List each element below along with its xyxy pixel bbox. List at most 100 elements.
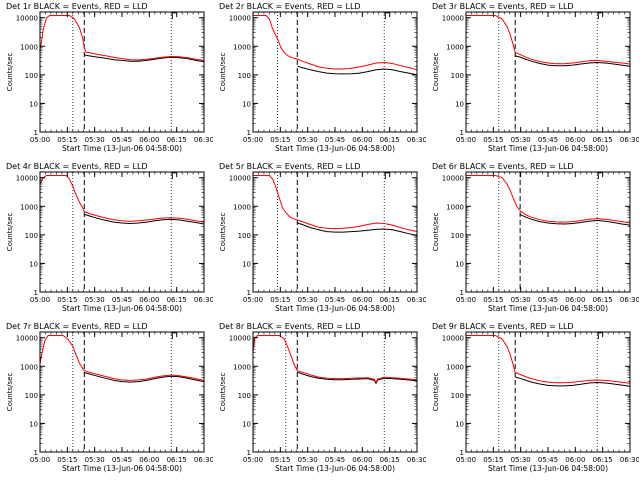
x-tick-label: 05:15	[483, 456, 503, 464]
y-tick-label: 1	[247, 289, 251, 297]
panel-marker: Γ	[171, 332, 176, 342]
y-tick-label: 100	[25, 392, 38, 400]
plot-panel-det-6r: Det 6r BLACK = Events, RED = LLD Γ 1 10 100 1…	[426, 160, 640, 320]
y-tick-label: 10	[455, 100, 464, 108]
x-tick-label: 06:00	[352, 456, 372, 464]
x-axis-label: Start Time (13-Jun-06 04:58:00)	[275, 464, 395, 473]
chart-det-9r: Det 9r BLACK = Events, RED = LLD Γ 1 10 100 1…	[432, 322, 640, 473]
x-tick-label: 05:00	[456, 296, 476, 304]
x-tick-label: 05:30	[511, 136, 531, 144]
x-tick-label: 06:15	[593, 456, 613, 464]
y-tick-label: 1000	[20, 203, 38, 211]
y-tick-label: 1	[460, 289, 464, 297]
x-tick-label: 05:00	[243, 136, 263, 144]
x-tick-label: 06:15	[167, 136, 187, 144]
x-tick-label: 05:30	[85, 136, 105, 144]
y-tick-label: 1000	[20, 363, 38, 371]
series-line-lld	[253, 15, 417, 71]
series-line-events	[297, 222, 417, 236]
chart-det-7r: Det 7r BLACK = Events, RED = LLD Γ 1 10 100 1…	[6, 322, 214, 473]
x-tick-label: 05:30	[298, 456, 318, 464]
x-axis-label: Start Time (13-Jun-06 04:58:00)	[62, 304, 182, 313]
x-tick-label: 06:30	[620, 136, 639, 144]
y-tick-label: 10	[242, 260, 251, 268]
y-axis-label: Counts/sec	[6, 373, 14, 412]
y-axis-label: Counts/sec	[219, 213, 227, 252]
x-tick-label: 05:30	[511, 456, 531, 464]
plot-panel-det-2r: Det 2r BLACK = Events, RED = LLD Γ 1 10 100 1…	[213, 0, 427, 160]
x-tick-label: 06:00	[352, 136, 372, 144]
chart-title: Det 9r BLACK = Events, RED = LLD	[432, 322, 574, 331]
y-tick-label: 10	[29, 100, 38, 108]
y-tick-label: 100	[451, 232, 464, 240]
y-tick-label: 1000	[20, 43, 38, 51]
plot-panel-det-4r: Det 4r BLACK = Events, RED = LLD Γ 1 10 100 1…	[0, 160, 214, 320]
series-line-lld	[253, 335, 417, 384]
y-tick-label: 1	[247, 129, 251, 137]
x-tick-label: 05:45	[325, 456, 345, 464]
y-tick-label: 10000	[442, 335, 464, 343]
y-axis-label: Counts/sec	[6, 213, 14, 252]
x-tick-label: 06:30	[407, 296, 426, 304]
x-tick-label: 05:45	[538, 296, 558, 304]
series-line-lld	[466, 335, 630, 384]
chart-det-3r: Det 3r BLACK = Events, RED = LLD Γ 1 10 100 1…	[432, 2, 640, 153]
x-axis-label: Start Time (13-Jun-06 04:58:00)	[275, 304, 395, 313]
panel-marker: Γ	[384, 332, 389, 342]
y-tick-label: 10	[29, 260, 38, 268]
plot-panel-det-7r: Det 7r BLACK = Events, RED = LLD Γ 1 10 100 1…	[0, 320, 214, 480]
chart-det-4r: Det 4r BLACK = Events, RED = LLD Γ 1 10 100 1…	[6, 162, 214, 313]
y-axis-label: Counts/sec	[432, 213, 440, 252]
x-tick-label: 05:45	[325, 136, 345, 144]
y-axis-label: Counts/sec	[432, 373, 440, 412]
panel-marker: Γ	[171, 172, 176, 182]
chart-title: Det 1r BLACK = Events, RED = LLD	[6, 2, 148, 11]
x-tick-label: 05:30	[511, 296, 531, 304]
series-line-lld	[40, 175, 204, 223]
y-tick-label: 1	[460, 449, 464, 457]
x-tick-label: 05:15	[270, 456, 290, 464]
series-line-events	[84, 372, 204, 383]
y-tick-label: 10	[455, 260, 464, 268]
x-tick-label: 05:00	[456, 136, 476, 144]
x-tick-label: 06:15	[380, 296, 400, 304]
x-tick-label: 06:30	[407, 136, 426, 144]
y-tick-label: 10000	[442, 175, 464, 183]
chart-det-1r: Det 1r BLACK = Events, RED = LLD Γ 1 10 100 1…	[6, 2, 214, 153]
y-axis-label: Counts/sec	[432, 53, 440, 92]
x-tick-label: 06:15	[380, 136, 400, 144]
y-tick-label: 100	[238, 232, 251, 240]
x-axis-label: Start Time (13-Jun-06 04:58:00)	[62, 144, 182, 153]
x-tick-label: 05:15	[57, 296, 77, 304]
y-axis-label: Counts/sec	[6, 53, 14, 92]
x-tick-label: 05:30	[85, 296, 105, 304]
x-tick-label: 06:15	[167, 296, 187, 304]
x-tick-label: 05:30	[85, 456, 105, 464]
chart-title: Det 5r BLACK = Events, RED = LLD	[219, 162, 361, 171]
y-tick-label: 10	[242, 100, 251, 108]
x-tick-label: 06:00	[565, 296, 585, 304]
chart-det-8r: Det 8r BLACK = Events, RED = LLD Γ 1 10 100 1…	[219, 322, 427, 473]
x-tick-label: 06:15	[380, 456, 400, 464]
y-tick-label: 10000	[229, 175, 251, 183]
x-tick-label: 05:45	[538, 456, 558, 464]
series-line-events	[297, 371, 417, 385]
x-tick-label: 06:15	[167, 456, 187, 464]
x-tick-label: 05:45	[112, 456, 132, 464]
series-line-lld	[466, 175, 630, 224]
y-tick-label: 10000	[442, 15, 464, 23]
plot-frame	[39, 171, 205, 293]
y-tick-label: 1000	[233, 203, 251, 211]
plot-panel-det-8r: Det 8r BLACK = Events, RED = LLD Γ 1 10 100 1…	[213, 320, 427, 480]
x-axis-label: Start Time (13-Jun-06 04:58:00)	[62, 464, 182, 473]
x-tick-label: 06:00	[352, 296, 372, 304]
x-tick-label: 06:30	[620, 296, 639, 304]
plot-panel-det-1r: Det 1r BLACK = Events, RED = LLD Γ 1 10 100 1…	[0, 0, 214, 160]
panel-marker: Γ	[171, 12, 176, 22]
plot-panel-det-5r: Det 5r BLACK = Events, RED = LLD Γ 1 10 100 1…	[213, 160, 427, 320]
x-tick-label: 06:00	[565, 136, 585, 144]
x-tick-label: 05:45	[112, 296, 132, 304]
x-tick-label: 05:00	[30, 456, 50, 464]
x-tick-label: 05:15	[483, 296, 503, 304]
y-tick-label: 1	[34, 129, 38, 137]
